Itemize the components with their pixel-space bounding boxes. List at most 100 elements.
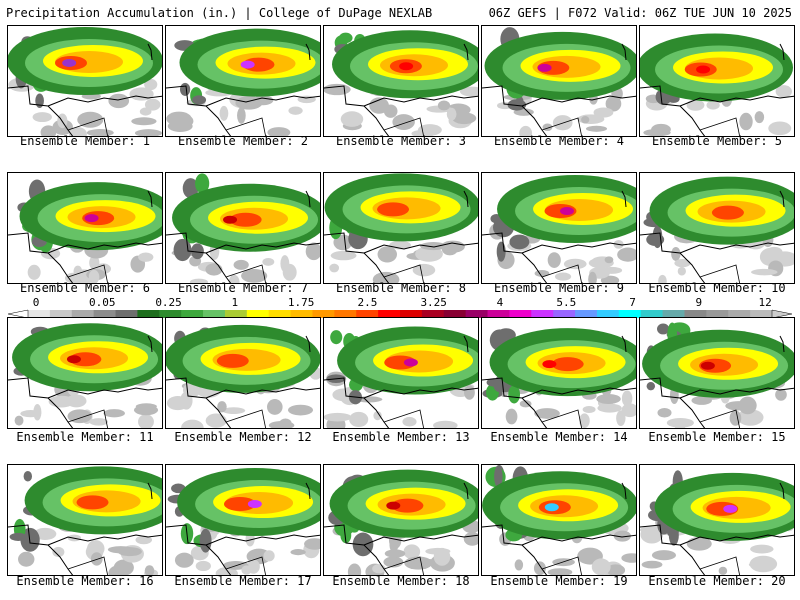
- state-border-line: [363, 534, 478, 546]
- ensemble-member-label: Ensemble Member: 17: [174, 574, 312, 588]
- light-precip-area: [739, 112, 753, 131]
- colorbar-swatch: [575, 310, 598, 318]
- light-precip-area: [775, 388, 787, 401]
- light-precip-area: [657, 407, 672, 418]
- light-precip-area: [288, 106, 303, 115]
- colorbar-swatch: [203, 310, 226, 318]
- light-precip-area: [749, 555, 778, 573]
- light-precip-area: [167, 120, 193, 132]
- light-precip-area: [89, 255, 100, 270]
- precip-max-core: [84, 214, 99, 223]
- light-precip-area: [73, 265, 83, 277]
- light-precip-area: [547, 568, 573, 575]
- ensemble-member-label: Ensemble Member: 20: [648, 574, 786, 588]
- state-border-line: [779, 335, 785, 353]
- light-precip-area: [419, 558, 436, 566]
- state-border-line: [521, 242, 636, 254]
- light-precip-area: [305, 242, 320, 261]
- colorbar-tick-label: 2.5: [357, 296, 378, 309]
- precip-max-core: [66, 355, 81, 364]
- light-precip-area: [383, 104, 398, 118]
- light-precip-area: [166, 396, 189, 411]
- light-precip-area: [241, 565, 252, 575]
- ensemble-member-map: [323, 464, 479, 576]
- light-precip-area: [267, 398, 283, 415]
- colorbar-tick-label: 9: [695, 296, 703, 309]
- light-precip-area: [77, 111, 104, 128]
- light-precip-area: [219, 105, 229, 121]
- light-precip-area: [217, 401, 227, 413]
- colorbar-swatch: [618, 310, 642, 318]
- colorbar-strip: [8, 309, 792, 319]
- ensemble-member-map: [639, 464, 795, 576]
- coastline: [541, 556, 583, 575]
- state-border-line: [779, 43, 785, 61]
- colorbar-swatch: [421, 310, 445, 318]
- scattered-precip-cell: [652, 225, 663, 249]
- light-precip-area: [174, 552, 194, 568]
- colorbar-swatch: [93, 310, 117, 318]
- coastline: [383, 409, 425, 428]
- ensemble-member-map: [165, 464, 321, 576]
- scattered-precip-cell: [486, 378, 501, 387]
- ensemble-member-label: Ensemble Member: 5: [651, 134, 783, 148]
- state-border-line: [679, 242, 794, 254]
- precip-max-core: [403, 358, 418, 367]
- scattered-precip-cell: [190, 243, 204, 260]
- ensemble-member-map: [7, 25, 163, 137]
- light-precip-area: [48, 395, 75, 408]
- colorbar-min-arrow: [8, 309, 29, 319]
- light-precip-area: [686, 99, 705, 111]
- ensemble-member-map: [481, 172, 637, 284]
- coastline: [225, 556, 267, 575]
- ensemble-member-map: [323, 25, 479, 137]
- light-precip-area: [287, 404, 314, 416]
- light-precip-area: [563, 258, 587, 270]
- precip-max-core: [225, 356, 240, 365]
- light-precip-area: [591, 558, 611, 575]
- light-precip-area: [87, 540, 105, 558]
- light-precip-area: [129, 87, 154, 101]
- precip-max-core: [542, 360, 557, 369]
- ensemble-member-map: [639, 172, 795, 284]
- light-precip-area: [138, 414, 154, 428]
- coastline: [383, 264, 425, 283]
- precip-band-core: [229, 212, 262, 227]
- light-precip-area: [604, 256, 614, 264]
- light-precip-area: [27, 264, 41, 280]
- ensemble-member-label: Ensemble Member: 18: [332, 574, 470, 588]
- light-precip-area: [103, 409, 125, 418]
- state-border-line: [363, 242, 478, 254]
- precip-band-core: [391, 498, 424, 513]
- light-precip-area: [33, 403, 42, 421]
- light-precip-area: [268, 421, 295, 428]
- model-run-valid-time: 06Z GEFS | F072 Valid: 06Z TUE JUN 10 20…: [488, 6, 792, 20]
- state-border-line: [147, 43, 153, 61]
- light-precip-area: [775, 85, 792, 98]
- light-precip-area: [68, 127, 87, 136]
- ensemble-member-label: Ensemble Member: 11: [16, 430, 154, 444]
- light-precip-area: [671, 246, 681, 261]
- scattered-precip-cell: [509, 234, 530, 250]
- ensemble-member-label: Ensemble Member: 3: [335, 134, 467, 148]
- light-precip-area: [290, 549, 306, 556]
- light-precip-area: [333, 234, 353, 251]
- precip-max-core: [399, 62, 414, 71]
- state-border-line: [205, 534, 320, 546]
- scattered-precip-cell: [496, 241, 506, 262]
- coastline: [67, 264, 109, 283]
- light-precip-area: [601, 266, 623, 274]
- light-precip-area: [658, 274, 667, 283]
- colorbar-swatch: [684, 310, 707, 318]
- precip-max-core: [544, 503, 559, 512]
- state-border-line: [305, 190, 311, 208]
- light-precip-area: [237, 107, 246, 124]
- colorbar-swatch: [378, 310, 401, 318]
- light-precip-area: [133, 404, 159, 416]
- scattered-precip-cell: [182, 178, 199, 199]
- colorbar-swatch: [662, 310, 685, 318]
- state-border-line: [521, 95, 636, 107]
- state-border-line: [463, 335, 469, 353]
- colorbar-swatch: [312, 310, 335, 318]
- colorbar-swatch: [356, 310, 379, 318]
